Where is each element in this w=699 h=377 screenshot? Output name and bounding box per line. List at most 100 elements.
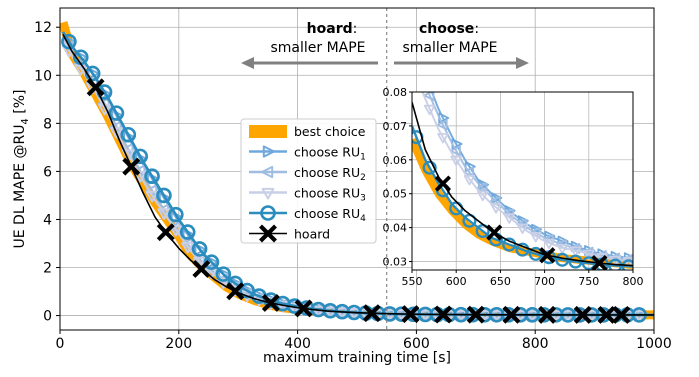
series-marker-ru4 bbox=[203, 254, 220, 270]
inset-marker-ru3 bbox=[530, 231, 542, 243]
inset-marker-ru4 bbox=[502, 237, 517, 252]
inset-x-tick-label: 750 bbox=[578, 275, 599, 288]
hoard-annotation-subtitle: smaller MAPE bbox=[270, 40, 365, 56]
series-marker-hoard bbox=[261, 293, 280, 312]
y-tick-label: 12 bbox=[34, 20, 52, 36]
inset-marker-ru1 bbox=[544, 230, 556, 242]
series-marker-hoard bbox=[466, 305, 485, 324]
hoard-annotation-title: hoard: bbox=[307, 21, 358, 37]
legend-marker-ru2 bbox=[261, 165, 274, 179]
inset-marker-ru1 bbox=[426, 82, 435, 91]
legend-swatch-best bbox=[249, 125, 287, 138]
series-marker-ru4 bbox=[156, 187, 172, 204]
y-tick-label: 4 bbox=[43, 212, 52, 228]
inset-line-ru4 bbox=[412, 125, 633, 268]
legend-label-ru1: choose RU1 bbox=[294, 145, 366, 163]
series-marker-ru4 bbox=[168, 206, 184, 223]
inset-marker-ru2 bbox=[436, 119, 448, 131]
x-tick-label: 400 bbox=[284, 336, 311, 352]
inset-marker-ru3 bbox=[450, 155, 462, 167]
inset-marker-ru2 bbox=[449, 145, 461, 157]
series-marker-hoard bbox=[362, 304, 381, 323]
y-tick-label: 6 bbox=[43, 164, 52, 180]
y-axis-label: UE DL MAPE @RU4 [%] bbox=[12, 89, 31, 248]
inset-x-tick-label: 650 bbox=[490, 275, 511, 288]
inset-marker-ru3 bbox=[583, 249, 595, 261]
choose-arrow bbox=[394, 57, 529, 69]
series-marker-ru3 bbox=[133, 171, 147, 183]
y-tick-label: 8 bbox=[43, 116, 52, 132]
inset-ticks: 550 600 650 700 750 800 0.03 0.04 0.05 0.06 0.07 0.… bbox=[383, 86, 644, 288]
series-marker-ru4 bbox=[120, 126, 137, 143]
inset-marker-ru3 bbox=[516, 223, 529, 234]
series-marker-ru3 bbox=[288, 302, 302, 315]
choose-annotation-subtitle: smaller MAPE bbox=[402, 40, 497, 56]
series-marker-ru3 bbox=[145, 190, 159, 203]
legend: best choice choose RU1 choose RU2 choose RU… bbox=[240, 118, 377, 244]
legend-label-best: best choice bbox=[294, 124, 366, 139]
legend-marker-ru1 bbox=[262, 145, 275, 158]
inset-marker-ru1 bbox=[557, 235, 569, 247]
inset-y-tick-label: 0.06 bbox=[383, 154, 408, 167]
legend-label-ru4: choose RU4 bbox=[294, 206, 366, 224]
legend-marker-ru3 bbox=[261, 187, 275, 200]
series-marker-hoard bbox=[434, 305, 453, 324]
inset-marker-ru3 bbox=[490, 203, 502, 214]
main-ticks: 0 200 400 600 800 1000 0 2 4 6 8 10 12 bbox=[34, 20, 672, 352]
inset-background bbox=[412, 92, 633, 270]
series-marker-ru4 bbox=[179, 224, 196, 240]
inset-line-best bbox=[412, 137, 633, 269]
inset-y-tick-label: 0.07 bbox=[383, 120, 408, 133]
inset-series bbox=[412, 82, 633, 270]
inset-marker-ru2 bbox=[423, 92, 435, 101]
inset-x-tick-label: 550 bbox=[402, 275, 423, 288]
inset-marker-ru4 bbox=[515, 242, 530, 257]
series-marker-ru4 bbox=[215, 266, 232, 282]
series-marker-hoard bbox=[538, 305, 557, 324]
main-plot-frame bbox=[59, 7, 655, 331]
series-marker-ru4 bbox=[144, 168, 160, 185]
y-tick-label: 10 bbox=[34, 68, 52, 84]
x-tick-label: 0 bbox=[56, 336, 65, 352]
series-marker-ru3 bbox=[110, 127, 123, 139]
series-marker-hoard bbox=[86, 78, 105, 97]
legend-label-ru3: choose RU3 bbox=[294, 186, 366, 204]
inset-marker-hoard bbox=[539, 247, 556, 264]
inset-marker-ru2 bbox=[476, 182, 488, 194]
choose-annotation-title: choose: bbox=[419, 21, 479, 37]
inset-x-tick-label: 600 bbox=[446, 275, 467, 288]
series-marker-ru4 bbox=[108, 105, 125, 121]
series-marker-hoard bbox=[294, 299, 313, 318]
inset-y-tick-label: 0.04 bbox=[383, 222, 408, 235]
series-marker-ru4 bbox=[132, 148, 148, 165]
y-tick-label: 0 bbox=[43, 309, 52, 325]
series-marker-ru4 bbox=[61, 33, 77, 50]
series-marker-ru3 bbox=[169, 225, 183, 237]
inset-marker-ru3 bbox=[437, 133, 449, 144]
series-marker-ru3 bbox=[311, 305, 325, 318]
inset-marker-ru3 bbox=[503, 213, 515, 224]
inset-x-tick-label: 800 bbox=[623, 275, 644, 288]
series-marker-ru4 bbox=[191, 241, 208, 257]
x-tick-label: 200 bbox=[165, 336, 192, 352]
inset-marker-hoard bbox=[434, 175, 452, 192]
series-marker-hoard bbox=[226, 282, 245, 301]
main-series bbox=[60, 21, 654, 324]
inset-y-tick-label: 0.08 bbox=[383, 86, 408, 99]
series-marker-hoard bbox=[192, 259, 211, 278]
inset-marker-ru3 bbox=[423, 104, 436, 116]
series-line-hoard bbox=[62, 34, 654, 316]
series-marker-ru3 bbox=[157, 208, 171, 220]
inset-marker-ru1 bbox=[531, 223, 543, 235]
inset-marker-hoard bbox=[591, 254, 608, 270]
inset-marker-ru3 bbox=[543, 238, 555, 250]
series-marker-hoard bbox=[401, 305, 420, 324]
inset-marker-ru3 bbox=[476, 190, 489, 202]
series-marker-hoard bbox=[597, 305, 616, 324]
inset-marker-ru4 bbox=[422, 160, 437, 175]
series-marker-hoard bbox=[502, 305, 521, 324]
series-marker-hoard bbox=[122, 157, 141, 176]
hoard-arrow bbox=[241, 57, 378, 69]
inset-marker-ru2 bbox=[463, 166, 475, 178]
